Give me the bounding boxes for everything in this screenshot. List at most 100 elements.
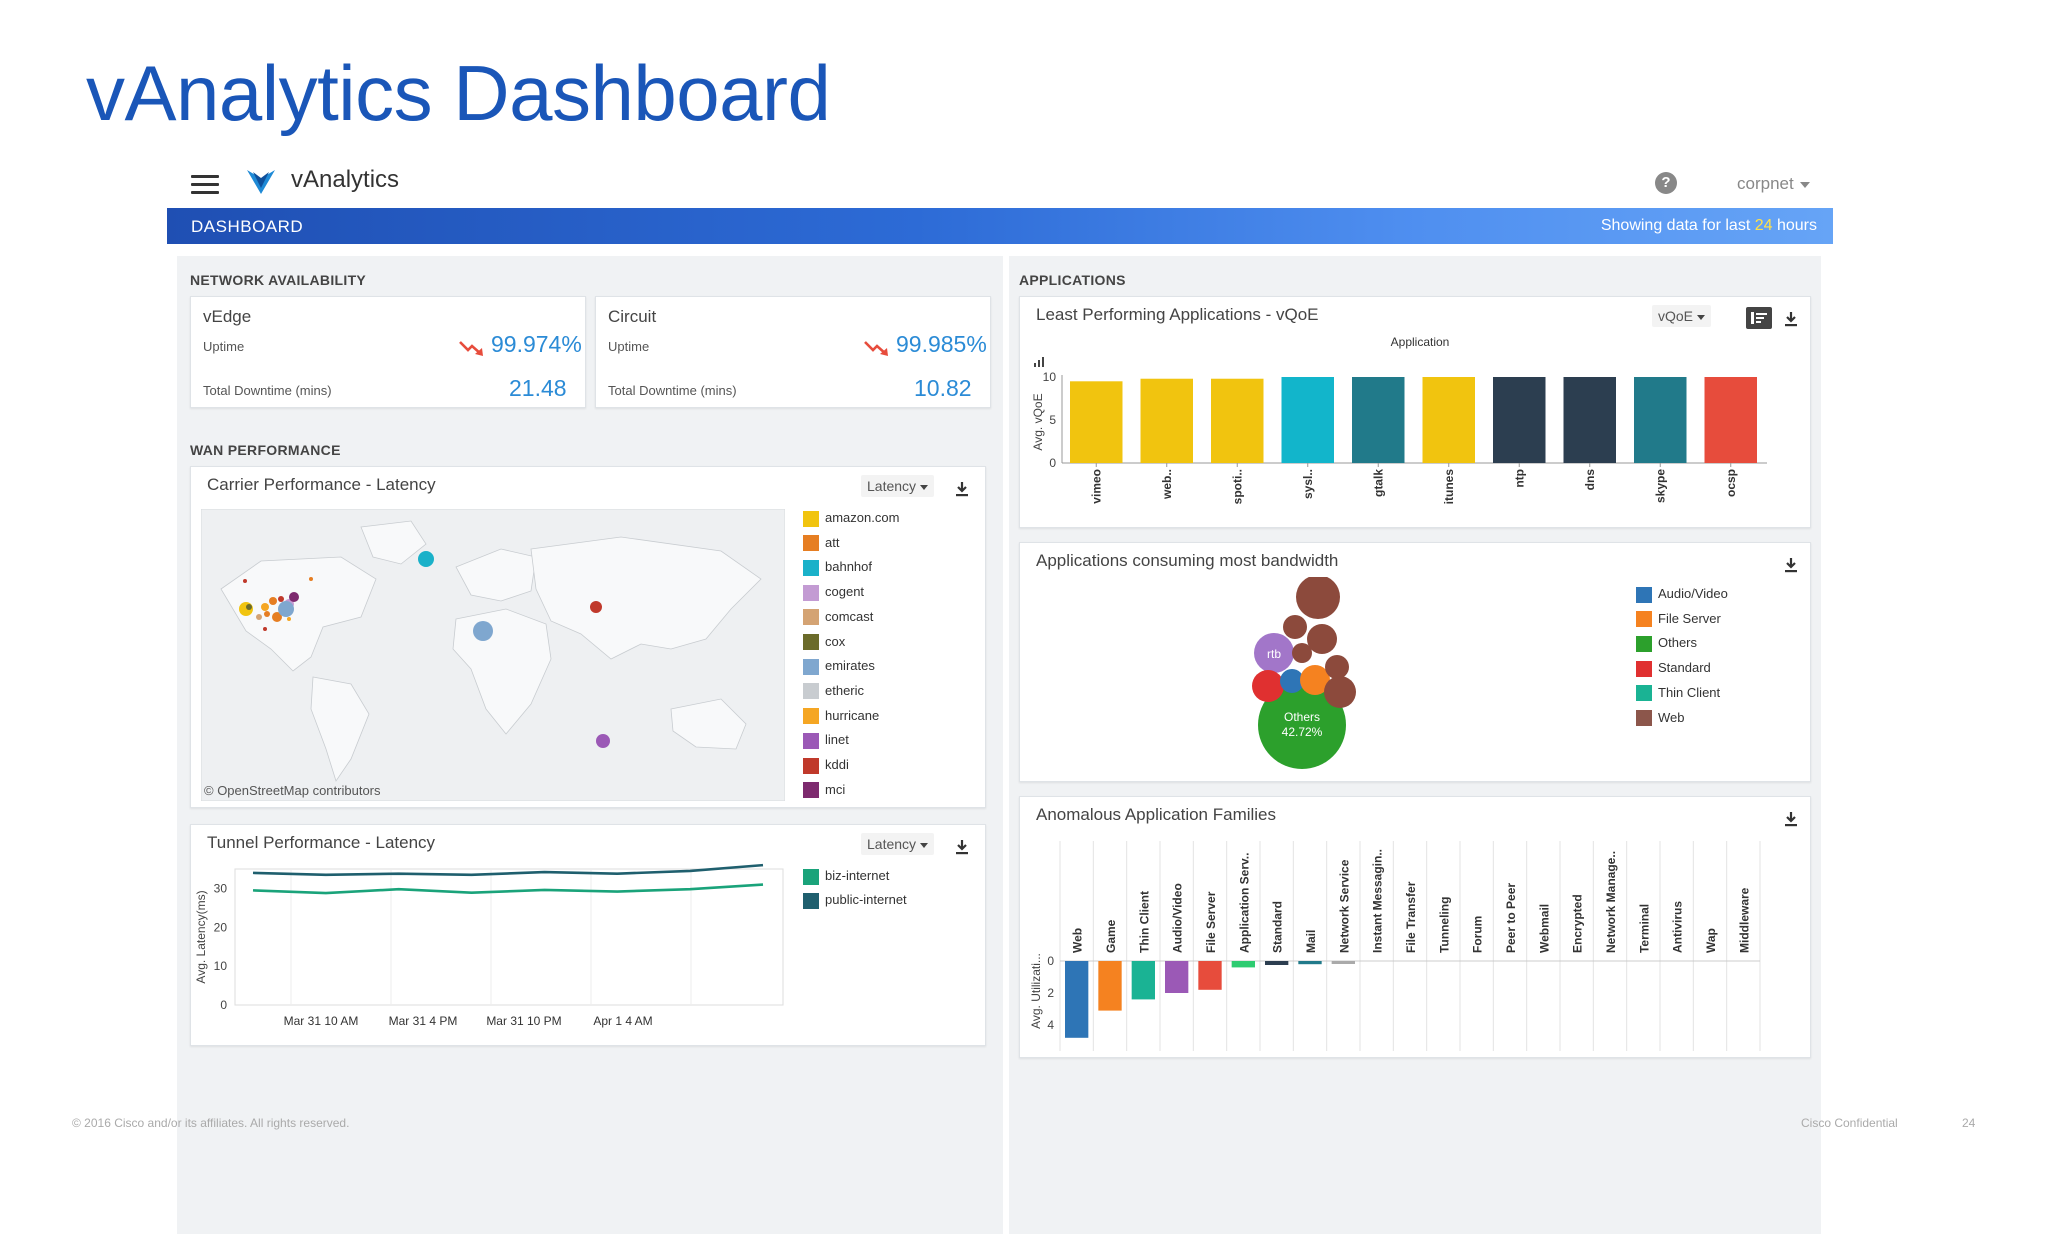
map-marker[interactable]: [278, 601, 294, 617]
bubble-web[interactable]: [1296, 577, 1340, 619]
panel-title: WAN PERFORMANCE: [190, 442, 341, 458]
bubble-web[interactable]: [1325, 655, 1349, 679]
legend-item-bandwidth-0[interactable]: Audio/Video: [1636, 585, 1728, 603]
bar-vimeo[interactable]: [1070, 381, 1123, 463]
bar-ocsp[interactable]: [1704, 377, 1758, 463]
bar-application-serv-[interactable]: [1231, 961, 1255, 968]
bar-file-server[interactable]: [1198, 961, 1222, 990]
vqoe-bar-chart[interactable]: Application Avg. vQoE 10 5 0 vimeo web.. spoti.…: [1020, 337, 1812, 527]
x-tick-label: Forum: [1471, 916, 1485, 953]
legend-item-tunnel-0[interactable]: biz-internet: [803, 867, 889, 885]
bar-web..[interactable]: [1140, 378, 1194, 463]
vqoe-dropdown[interactable]: vQoE: [1652, 305, 1712, 327]
legend-item-carrier-4[interactable]: comcast: [803, 608, 873, 626]
bubble-others[interactable]: [1258, 681, 1346, 769]
bubble-web[interactable]: [1283, 615, 1307, 639]
download-icon[interactable]: [955, 481, 969, 497]
bar-itunes[interactable]: [1422, 377, 1476, 463]
bar-spoti..[interactable]: [1211, 378, 1264, 463]
legend-item-carrier-10[interactable]: kddi: [803, 756, 849, 774]
legend-item-bandwidth-2[interactable]: Others: [1636, 634, 1697, 652]
series-line-biz-internet[interactable]: [252, 883, 764, 895]
legend-item-carrier-11[interactable]: mci: [803, 781, 845, 799]
chevron-down-icon: [1697, 314, 1706, 320]
map-marker[interactable]: [246, 604, 252, 610]
uptime-value: 99.974%: [491, 331, 582, 357]
series-line-public-internet[interactable]: [252, 863, 764, 877]
bubble-rtb[interactable]: [1254, 633, 1294, 673]
bubble-standard[interactable]: [1252, 670, 1284, 702]
x-tick-label: Wap: [1704, 928, 1718, 953]
map-marker[interactable]: [263, 627, 267, 631]
bar-dns[interactable]: [1563, 377, 1617, 463]
legend-item-carrier-0[interactable]: amazon.com: [803, 509, 899, 527]
map-marker[interactable]: [473, 621, 493, 641]
bubble-web[interactable]: [1307, 624, 1337, 654]
legend-item-carrier-1[interactable]: att: [803, 534, 839, 552]
legend-item-carrier-6[interactable]: emirates: [803, 657, 875, 675]
download-icon[interactable]: [1784, 311, 1798, 327]
map-marker[interactable]: [256, 614, 262, 620]
legend-item-carrier-9[interactable]: linet: [803, 731, 849, 749]
bubble-file-server[interactable]: [1300, 665, 1330, 695]
bar-standard[interactable]: [1265, 961, 1289, 965]
map-marker[interactable]: [264, 611, 270, 617]
bar-network-service[interactable]: [1331, 961, 1355, 964]
time-range-value[interactable]: 24: [1754, 217, 1773, 234]
map-marker[interactable]: [278, 596, 284, 602]
map-marker[interactable]: [243, 579, 247, 583]
legend-item-bandwidth-3[interactable]: Standard: [1636, 659, 1711, 677]
legend-item-carrier-8[interactable]: hurricane: [803, 707, 879, 725]
bar-skype[interactable]: [1634, 377, 1687, 463]
download-icon[interactable]: [1784, 811, 1798, 827]
uptime-label: Uptime: [203, 339, 245, 354]
map-marker[interactable]: [287, 617, 291, 621]
bubble-audio-video[interactable]: [1280, 669, 1304, 693]
y-tick-label: 10: [1043, 370, 1057, 384]
panel-title: APPLICATIONS: [1019, 272, 1126, 288]
user-menu[interactable]: corpnet: [1737, 174, 1810, 194]
legend-item-carrier-5[interactable]: cox: [803, 633, 845, 651]
map-marker[interactable]: [289, 592, 299, 602]
world-map[interactable]: © OpenStreetMap contributors: [201, 509, 785, 801]
bandwidth-bubble-chart[interactable]: Others 42.72% rtb: [1240, 577, 1380, 777]
legend-item-bandwidth-4[interactable]: Thin Client: [1636, 684, 1720, 702]
download-icon[interactable]: [1784, 557, 1798, 573]
map-marker[interactable]: [590, 601, 602, 613]
bar-game[interactable]: [1098, 961, 1122, 1011]
legend-item-tunnel-1[interactable]: public-internet: [803, 891, 907, 909]
legend-item-carrier-2[interactable]: bahnhof: [803, 558, 872, 576]
bar-web[interactable]: [1065, 961, 1089, 1038]
x-tick-label: Antivirus: [1671, 901, 1685, 953]
latency-dropdown[interactable]: Latency: [861, 475, 935, 497]
bar-sysl..[interactable]: [1281, 377, 1335, 463]
legend-item-bandwidth-1[interactable]: File Server: [1636, 610, 1721, 628]
bar-signal-icon: [1042, 357, 1044, 367]
bubble-web[interactable]: [1324, 676, 1356, 708]
bar-gtalk[interactable]: [1352, 377, 1405, 463]
map-marker[interactable]: [418, 551, 434, 567]
hamburger-menu-icon[interactable]: [191, 175, 219, 195]
bar-mail[interactable]: [1298, 961, 1322, 965]
anomalous-bar-chart[interactable]: Avg. Utilizati... 0 2 4 Web Game Thin Client Au…: [1020, 831, 1812, 1057]
legend-label: Standard: [1658, 660, 1711, 676]
map-marker[interactable]: [269, 597, 277, 605]
download-icon[interactable]: [955, 839, 969, 855]
sort-icon[interactable]: [1746, 307, 1772, 329]
bar-thin-client[interactable]: [1131, 961, 1155, 1000]
bubble-web[interactable]: [1292, 643, 1312, 663]
map-marker[interactable]: [261, 603, 269, 611]
bar-ntp[interactable]: [1493, 377, 1546, 463]
map-marker[interactable]: [596, 734, 610, 748]
help-icon[interactable]: ?: [1655, 172, 1677, 194]
map-marker[interactable]: [309, 577, 313, 581]
bar-audio-video[interactable]: [1165, 961, 1189, 993]
tunnel-latency-chart[interactable]: 30 20 10 0 Avg. Latency(ms) Mar 31 10 AM Mar 3…: [191, 861, 791, 1047]
legend-item-carrier-7[interactable]: etheric: [803, 682, 864, 700]
dropdown-value: vQoE: [1658, 308, 1694, 324]
map-marker[interactable]: [272, 612, 282, 622]
legend-label: linet: [825, 732, 849, 748]
legend-item-bandwidth-5[interactable]: Web: [1636, 709, 1685, 727]
latency-dropdown[interactable]: Latency: [861, 833, 935, 855]
legend-item-carrier-3[interactable]: cogent: [803, 583, 864, 601]
